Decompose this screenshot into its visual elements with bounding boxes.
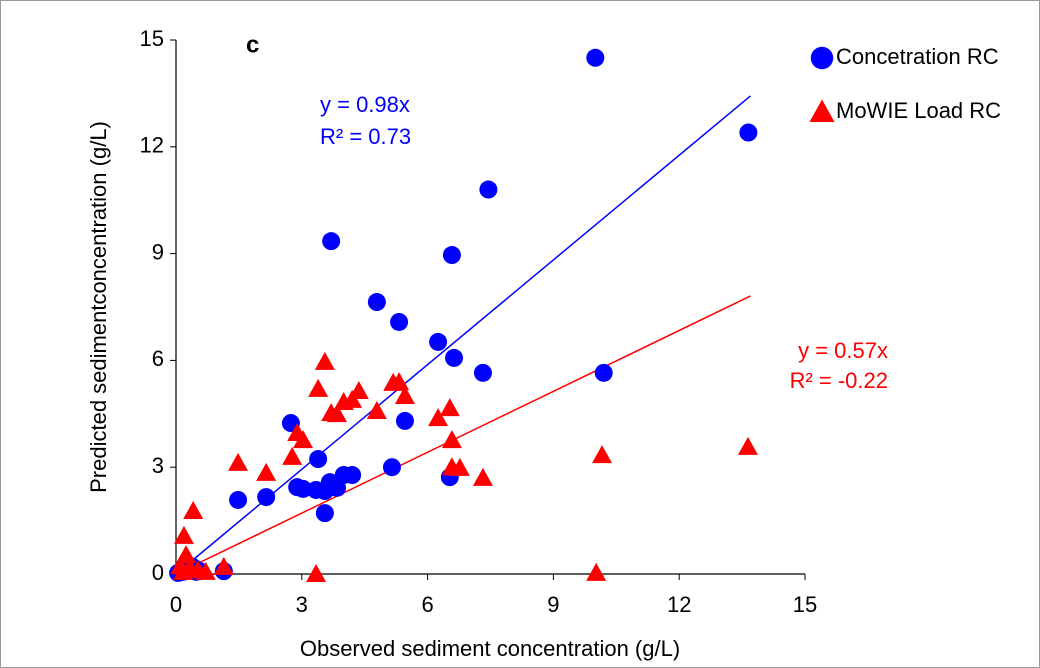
point	[228, 452, 249, 471]
point	[256, 462, 277, 481]
point	[257, 488, 276, 507]
point	[439, 398, 460, 417]
chart-title: c	[246, 31, 259, 58]
point	[394, 386, 415, 404]
trend-r-squared: R² = -0.22	[790, 368, 888, 393]
point	[282, 446, 303, 465]
point	[592, 445, 613, 464]
point	[479, 180, 498, 199]
y-tick-label: 15	[140, 26, 164, 51]
legend-label: Concetration RC	[836, 44, 999, 69]
point	[333, 392, 354, 411]
legend-marker	[809, 99, 835, 122]
point	[441, 430, 462, 449]
point	[173, 525, 194, 544]
point	[737, 436, 758, 455]
point	[395, 411, 414, 430]
point	[367, 293, 386, 312]
x-tick-label: 12	[667, 592, 691, 617]
legend-label: MoWIE Load RC	[836, 98, 1001, 123]
point	[445, 348, 464, 367]
point	[382, 458, 401, 477]
y-tick-label: 3	[152, 453, 164, 478]
y-tick-label: 6	[152, 346, 164, 371]
point	[366, 400, 387, 419]
x-axis-label: Observed sediment concentration (g/L)	[300, 636, 680, 661]
trend-r-squared: R² = 0.73	[320, 124, 411, 149]
point	[473, 363, 492, 382]
point	[294, 479, 313, 498]
point	[293, 430, 314, 449]
x-tick-label: 9	[547, 592, 559, 617]
point	[429, 332, 448, 351]
point	[213, 556, 234, 575]
trend-equation: y = 0.57x	[798, 338, 888, 363]
point	[195, 561, 216, 580]
point	[442, 246, 461, 265]
y-tick-label: 12	[140, 133, 164, 158]
x-tick-label: 6	[421, 592, 433, 617]
point	[389, 372, 410, 391]
point	[183, 500, 204, 519]
point	[390, 312, 409, 331]
point	[229, 490, 248, 509]
point	[343, 466, 362, 485]
point	[173, 561, 194, 580]
trend-equation: y = 0.98x	[320, 92, 410, 117]
x-tick-label: 15	[793, 592, 817, 617]
point	[348, 381, 369, 400]
x-tick-label: 3	[296, 592, 308, 617]
point	[306, 564, 327, 582]
point	[428, 408, 449, 427]
y-tick-label: 9	[152, 239, 164, 264]
point	[309, 450, 328, 469]
point	[322, 232, 341, 251]
point	[449, 457, 470, 476]
point	[739, 123, 758, 142]
point	[314, 351, 335, 370]
y-tick-label: 0	[152, 560, 164, 585]
point	[586, 48, 605, 67]
point	[472, 467, 493, 486]
trend-line	[175, 295, 751, 575]
point	[308, 378, 329, 397]
point	[327, 404, 348, 423]
point	[315, 504, 334, 523]
point	[586, 562, 607, 581]
legend-marker	[810, 46, 834, 70]
point	[594, 363, 613, 382]
y-axis-label: Predicted sedimentconcentration (g/L)	[86, 121, 111, 493]
x-tick-label: 0	[170, 592, 182, 617]
